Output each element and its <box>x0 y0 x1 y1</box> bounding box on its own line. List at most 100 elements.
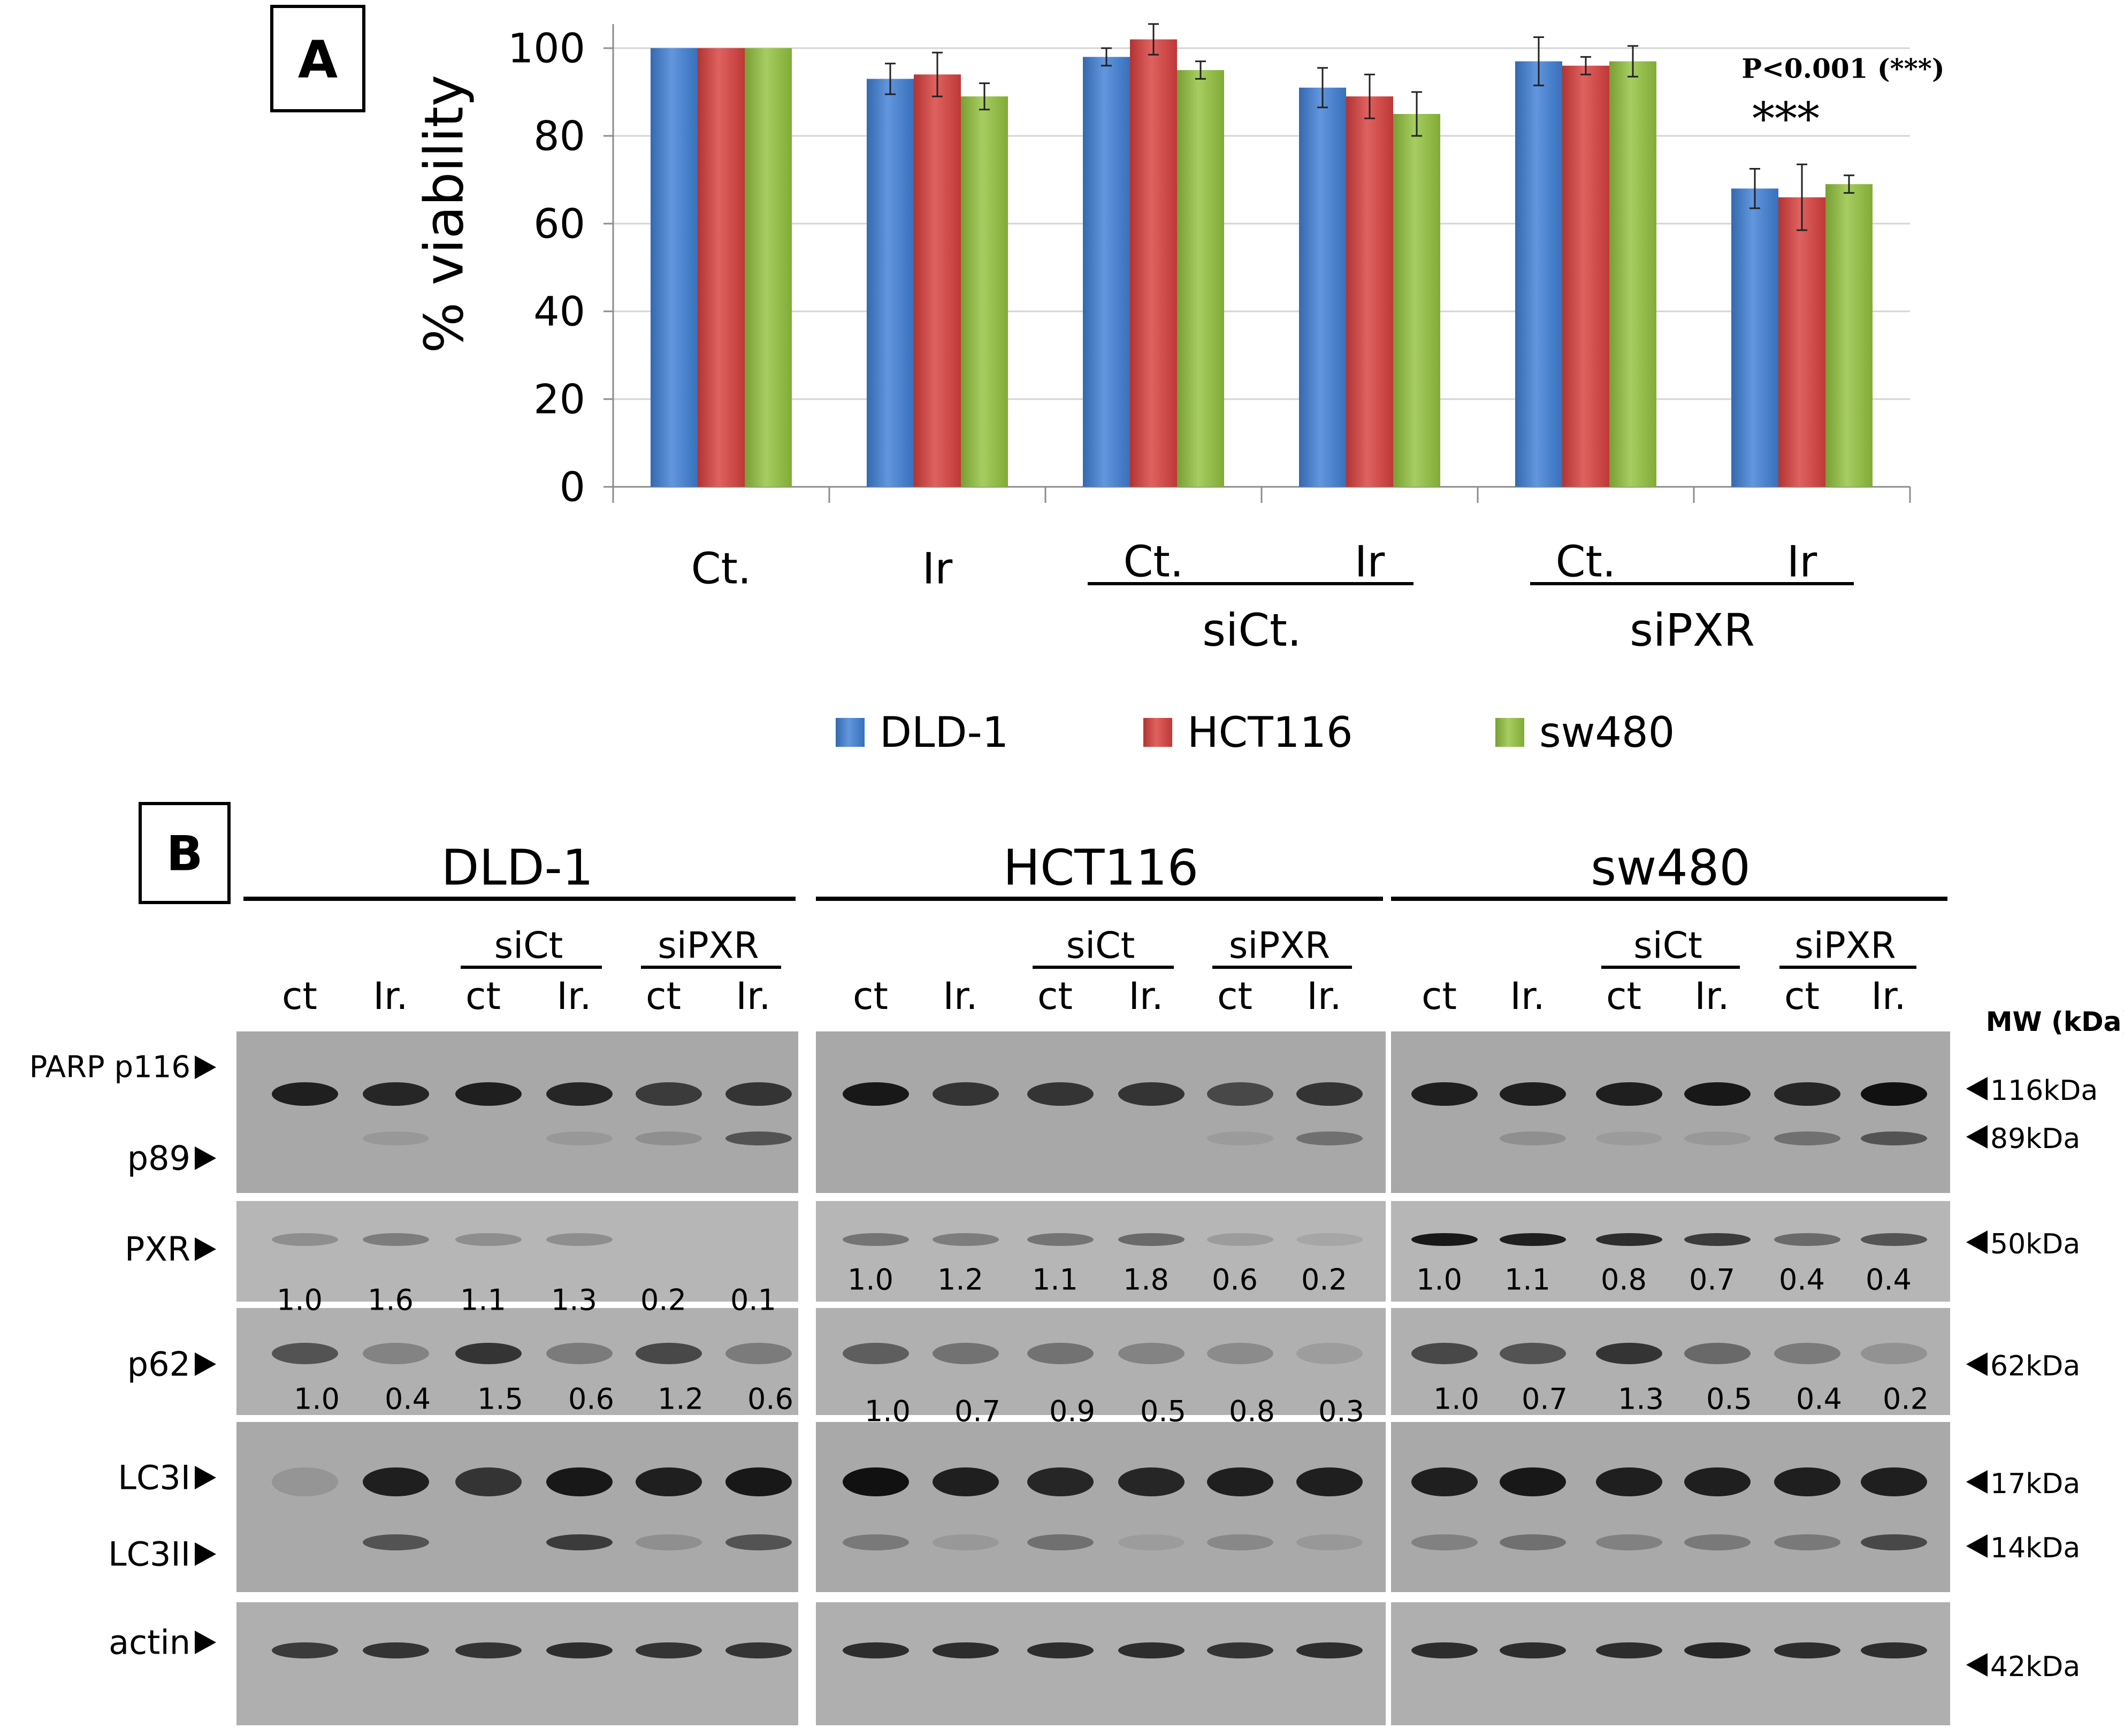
blot-band-lc3ii <box>546 1534 613 1550</box>
pxr-ratio: 1.0 <box>847 1263 893 1297</box>
bar-hct116 <box>698 48 745 487</box>
blot-band-p62 <box>725 1343 792 1364</box>
blot-band-parp116 <box>1774 1082 1840 1106</box>
blot-band-pxr <box>1861 1233 1927 1246</box>
p62-ratio: 0.5 <box>1140 1395 1186 1428</box>
blot-band-pxr <box>1411 1233 1478 1246</box>
blot-band-pxr <box>363 1233 429 1246</box>
error-bars <box>885 23 1854 231</box>
blot-band-lc3i <box>455 1467 522 1496</box>
blot-band-lc3i <box>843 1467 909 1496</box>
lane-label: ct <box>1037 974 1073 1018</box>
cell-line-title: DLD-1 <box>441 839 594 897</box>
blot-band-pxr <box>933 1233 999 1246</box>
blot-band-actin <box>636 1642 702 1658</box>
panel-b-label-box <box>139 802 231 904</box>
blot-band-lc3i <box>1296 1467 1363 1496</box>
blot-band-p62 <box>546 1343 613 1364</box>
cell-line-title: sw480 <box>1591 839 1751 897</box>
blot-strip <box>816 1602 1386 1725</box>
blot-band-parp89 <box>1296 1131 1363 1145</box>
mw-arrow-icon <box>1966 1534 1988 1558</box>
legend-swatch <box>1495 718 1524 747</box>
blot-band-actin <box>1861 1642 1927 1658</box>
pxr-ratio: 1.6 <box>368 1283 414 1317</box>
blot-band-p62 <box>636 1343 702 1364</box>
blot-band-p62 <box>272 1343 338 1364</box>
lane-label: ct <box>853 974 888 1018</box>
row-label: p62 <box>127 1345 190 1384</box>
blot-strip <box>816 1308 1386 1415</box>
blot-band-actin <box>1500 1642 1566 1658</box>
mw-label: 42kDa <box>1990 1651 2080 1683</box>
p62-ratio: 0.7 <box>954 1395 1000 1428</box>
blot-band-pxr <box>546 1233 613 1246</box>
blot-band-lc3i <box>272 1467 338 1496</box>
bar-dld-1 <box>1083 57 1130 487</box>
p62-ratio: 0.6 <box>568 1382 614 1416</box>
y-tick-label: 80 <box>533 112 585 160</box>
lane-label: ct <box>1422 974 1457 1018</box>
blot-band-parp116 <box>455 1082 522 1106</box>
pxr-ratio: 1.8 <box>1123 1263 1169 1297</box>
sipxr-group-label: siPXR <box>1630 604 1755 656</box>
bar-hct116 <box>1130 39 1177 487</box>
row-arrow-icon <box>195 1466 216 1489</box>
blot-band-parp89 <box>1684 1131 1751 1145</box>
pxr-ratio: 1.1 <box>1032 1263 1078 1297</box>
y-gridlines <box>613 47 1910 400</box>
lane-label: ct <box>1606 974 1641 1018</box>
blot-band-parp89 <box>1861 1131 1927 1145</box>
blot-band-lc3i <box>1774 1467 1840 1496</box>
row-arrow-icon <box>195 1237 216 1261</box>
blot-band-lc3i <box>363 1467 429 1496</box>
row-label: p89 <box>127 1139 190 1178</box>
bar-sw480 <box>1609 61 1656 487</box>
blot-band-lc3ii <box>843 1534 909 1550</box>
blot-band-p62 <box>1411 1343 1478 1364</box>
lane-label: Ir. <box>736 974 770 1018</box>
blot-band-pxr <box>1684 1233 1751 1246</box>
blot-band-parp116 <box>725 1082 792 1106</box>
blot-band-lc3i <box>1684 1467 1751 1496</box>
chart-legend: DLD-1 HCT116 sw480 <box>836 709 1675 757</box>
blot-strip <box>236 1422 798 1592</box>
blot-band-parp116 <box>1027 1082 1094 1106</box>
blot-band-actin <box>843 1642 909 1658</box>
subgroup-label: siPXR <box>658 925 759 967</box>
blot-band-pxr <box>272 1233 338 1246</box>
bar-sw480 <box>1825 184 1873 487</box>
pxr-ratio: 1.0 <box>1416 1263 1462 1297</box>
pxr-ratio: 0.2 <box>1301 1263 1347 1297</box>
blot-band-lc3ii <box>1596 1534 1662 1550</box>
blot-band-p62 <box>843 1343 909 1364</box>
blot-band-p62 <box>455 1343 522 1364</box>
blot-band-lc3ii <box>725 1534 792 1550</box>
blot-band-pxr <box>843 1233 909 1246</box>
row-label: PARP p116 <box>29 1050 190 1085</box>
bar-dld-1 <box>867 79 914 487</box>
blot-strip <box>236 1602 798 1725</box>
blot-strip <box>1391 1602 1950 1725</box>
lane-label: Ir. <box>1128 974 1163 1018</box>
row-label: PXR <box>125 1230 190 1269</box>
blot-strip <box>236 1201 798 1302</box>
mw-label: 14kDa <box>1990 1532 2080 1564</box>
blot-band-p62 <box>363 1343 429 1364</box>
blot-band-lc3ii <box>1774 1534 1840 1550</box>
blot-strip <box>1391 1201 1950 1302</box>
mw-label: 62kDa <box>1990 1350 2080 1382</box>
blot-band-lc3i <box>1207 1467 1273 1496</box>
blot-band-actin <box>1207 1642 1273 1658</box>
p62-ratio: 0.4 <box>385 1382 431 1416</box>
bar-sw480 <box>961 96 1008 487</box>
mw-arrow-icon <box>1966 1352 1988 1376</box>
p62-ratio: 0.8 <box>1229 1395 1275 1428</box>
legend-label: HCT116 <box>1187 709 1353 757</box>
legend-label: sw480 <box>1539 709 1675 757</box>
lane-label: ct <box>282 974 317 1018</box>
mw-label: 50kDa <box>1990 1228 2080 1260</box>
subgroup-label: siPXR <box>1229 925 1330 967</box>
bar-marks <box>651 39 1873 487</box>
